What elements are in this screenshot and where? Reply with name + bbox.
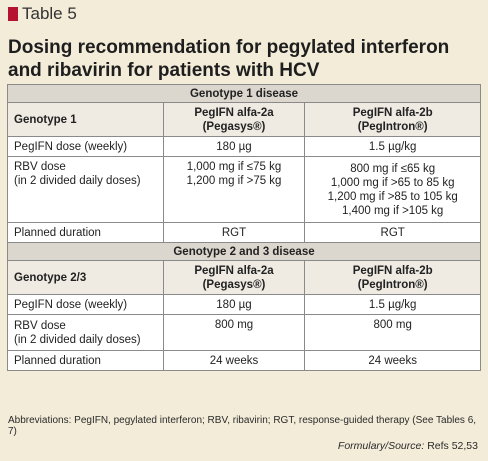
cell-value: 180 µg [162, 294, 306, 315]
header-brand-name: (PegIntron®) [357, 120, 428, 133]
source-text: Refs 52,53 [427, 440, 478, 452]
row-label: Planned duration [7, 350, 164, 371]
row-label-line: RBV dose [14, 161, 66, 173]
header-pegasys: PegIFN alfa-2a (Pegasys®) [162, 260, 306, 295]
header-drug-name: PegIFN alfa-2a [194, 106, 274, 119]
table-title: Dosing recommendation for pegylated inte… [8, 37, 450, 81]
row-label: Planned duration [7, 222, 164, 243]
cell-value: 800 mg [304, 314, 481, 351]
table-row: Planned duration RGT RGT [7, 222, 481, 243]
header-pegasys: PegIFN alfa-2a (Pegasys®) [162, 102, 306, 137]
table-number: Table 5 [22, 4, 77, 23]
header-genotype: Genotype 2/3 [7, 260, 164, 295]
band-label: Genotype 1 disease [7, 84, 481, 103]
cell-value: RGT [162, 222, 306, 243]
section-band-genotype-1: Genotype 1 disease [7, 84, 481, 103]
cell-line: 1,000 mg if >65 to 85 kg [330, 176, 455, 189]
row-label: RBV dose (in 2 divided daily doses) [7, 314, 164, 351]
header-drug-name: PegIFN alfa-2b [352, 264, 433, 277]
table-label: Table 5 [8, 4, 77, 24]
cell-value: 24 weeks [304, 350, 481, 371]
row-label-line: RBV dose [14, 319, 66, 332]
header-drug-name: PegIFN alfa-2b [352, 106, 433, 119]
header-row-genotype-1: Genotype 1 PegIFN alfa-2a (Pegasys®) Peg… [7, 102, 481, 137]
cell-value: 800 mg if ≤65 kg 1,000 mg if >65 to 85 k… [304, 156, 481, 223]
row-label: PegIFN dose (weekly) [7, 136, 164, 157]
header-row-genotype-2-3: Genotype 2/3 PegIFN alfa-2a (Pegasys®) P… [7, 260, 481, 295]
table-row: RBV dose (in 2 divided daily doses) 800 … [7, 314, 481, 351]
cell-line: 800 mg if ≤65 kg [350, 162, 436, 175]
header-brand-name: (Pegasys®) [202, 278, 266, 291]
table-row: PegIFN dose (weekly) 180 µg 1.5 µg/kg [7, 294, 481, 315]
cell-value: 1.5 µg/kg [304, 136, 481, 157]
cell-value: 1.5 µg/kg [304, 294, 481, 315]
cell-line: 1,400 mg if >105 kg [342, 204, 444, 217]
row-label-line: (in 2 divided daily doses) [14, 175, 141, 187]
row-label: RBV dose (in 2 divided daily doses) [7, 156, 164, 223]
header-brand-name: (PegIntron®) [357, 278, 428, 291]
cell-line: 1,200 mg if >85 to 105 kg [327, 190, 458, 203]
dosing-table: Genotype 1 disease Genotype 1 PegIFN alf… [7, 84, 481, 371]
header-brand-name: (Pegasys®) [202, 120, 266, 133]
cell-value: 180 µg [162, 136, 306, 157]
cell-value: 24 weeks [162, 350, 306, 371]
source-citation: Formulary/Source: Refs 52,53 [338, 440, 478, 452]
header-pegintron: PegIFN alfa-2b (PegIntron®) [304, 102, 481, 137]
row-label: PegIFN dose (weekly) [7, 294, 164, 315]
cell-line: 1,000 mg if ≤75 kg [186, 161, 282, 173]
header-pegintron: PegIFN alfa-2b (PegIntron®) [304, 260, 481, 295]
row-label-line: (in 2 divided daily doses) [14, 333, 141, 346]
table-row: Planned duration 24 weeks 24 weeks [7, 350, 481, 371]
cell-value: 800 mg [162, 314, 306, 351]
cell-value: 1,000 mg if ≤75 kg 1,200 mg if >75 kg [162, 156, 306, 223]
header-drug-name: PegIFN alfa-2a [194, 264, 274, 277]
table-row: RBV dose (in 2 divided daily doses) 1,00… [7, 156, 481, 223]
red-square-icon [8, 7, 18, 21]
band-label: Genotype 2 and 3 disease [7, 242, 481, 261]
header-genotype: Genotype 1 [7, 102, 164, 137]
cell-value: RGT [304, 222, 481, 243]
cell-line: 1,200 mg if >75 kg [186, 175, 282, 187]
source-label: Formulary/Source: [337, 440, 425, 452]
abbreviations-footnote: Abbreviations: PegIFN, pegylated interfe… [8, 415, 477, 437]
section-band-genotype-2-3: Genotype 2 and 3 disease [7, 242, 481, 261]
table-row: PegIFN dose (weekly) 180 µg 1.5 µg/kg [7, 136, 481, 157]
